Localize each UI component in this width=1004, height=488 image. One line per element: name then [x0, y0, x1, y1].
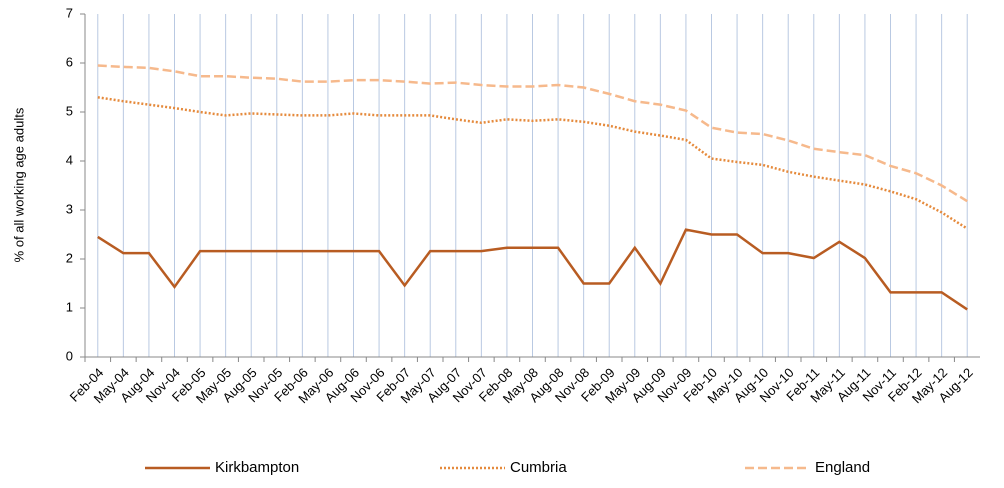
- legend-label: Cumbria: [510, 459, 567, 476]
- series-line: [97, 228, 968, 311]
- y-tick-label: 7: [66, 5, 73, 20]
- y-tick-label: 4: [66, 152, 73, 167]
- y-tick-label: 6: [66, 54, 73, 69]
- legend-label: England: [815, 459, 870, 476]
- y-tick-label: 3: [66, 201, 73, 216]
- y-tick-label: 5: [66, 103, 73, 118]
- series-line: [97, 96, 968, 230]
- y-tick-label: 1: [66, 299, 73, 314]
- y-axis-label: % of all working age adults: [11, 107, 26, 262]
- y-tick-label: 2: [66, 250, 73, 265]
- y-tick-label: 0: [66, 348, 73, 363]
- legend-label: Kirkbampton: [215, 459, 299, 476]
- series-line: [97, 64, 968, 203]
